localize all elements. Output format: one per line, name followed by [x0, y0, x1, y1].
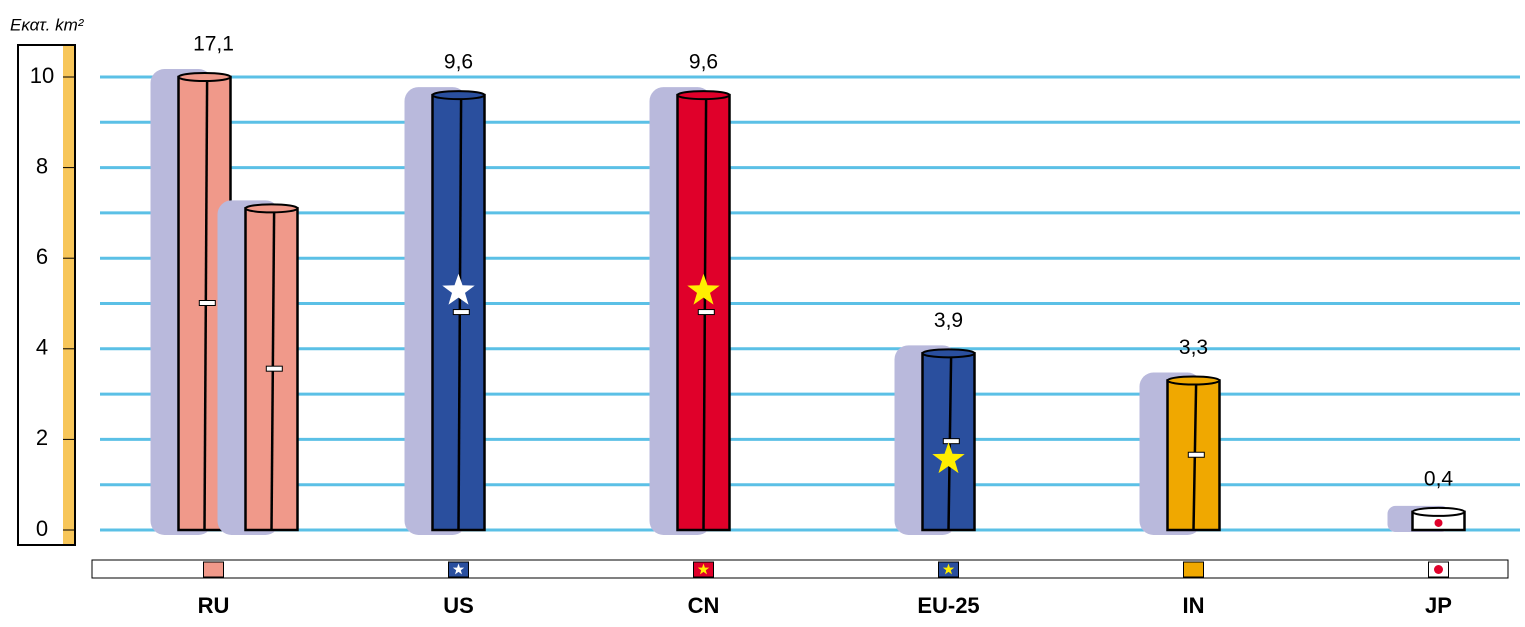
value-label: 0,4 [1424, 467, 1454, 490]
y-tick-label: 8 [36, 153, 48, 178]
x-tick-label: IN [1183, 593, 1205, 618]
x-tick-label: CN [688, 593, 720, 618]
bar-top [177, 72, 232, 82]
legend-icon [203, 561, 224, 578]
value-label: 9,6 [444, 51, 473, 74]
y-tick-label: 2 [36, 425, 48, 450]
y-tick-label: 10 [30, 63, 54, 88]
legend-box [91, 559, 1509, 579]
bar-top [1411, 506, 1466, 517]
bar-top [431, 90, 486, 101]
bar-tab [697, 309, 715, 316]
star [452, 563, 465, 575]
x-tick-label: EU-25 [917, 593, 979, 618]
y-tick-label: 0 [36, 516, 48, 541]
axis-stripe [63, 46, 74, 544]
star [932, 442, 965, 474]
bar-top [1166, 375, 1221, 386]
y-axis-title: Εκατ. km² [10, 15, 85, 34]
value-label: 3,9 [934, 309, 963, 332]
y-tick-label: 4 [36, 335, 48, 360]
star [697, 563, 710, 575]
bar-dot [1434, 518, 1443, 527]
bar-tab [942, 438, 960, 445]
bar-top [676, 90, 731, 101]
value-label: 3,3 [1179, 336, 1208, 359]
value-label: 17,1 [193, 33, 234, 56]
bar-tab [265, 365, 283, 372]
star [687, 273, 720, 305]
bar-top [244, 203, 299, 214]
star [442, 273, 475, 305]
legend-dot [1434, 565, 1443, 574]
value-label: 9,6 [689, 51, 718, 74]
bar-tab [198, 300, 216, 306]
legend-icon [1183, 561, 1204, 578]
star [942, 563, 955, 575]
x-tick-label: RU [198, 593, 230, 618]
bar-top [921, 348, 976, 359]
x-tick-label: JP [1425, 593, 1452, 618]
y-tick-label: 6 [36, 244, 48, 269]
x-tick-label: US [443, 593, 474, 618]
bar-tab [452, 309, 470, 316]
bar-tab [1187, 451, 1205, 458]
